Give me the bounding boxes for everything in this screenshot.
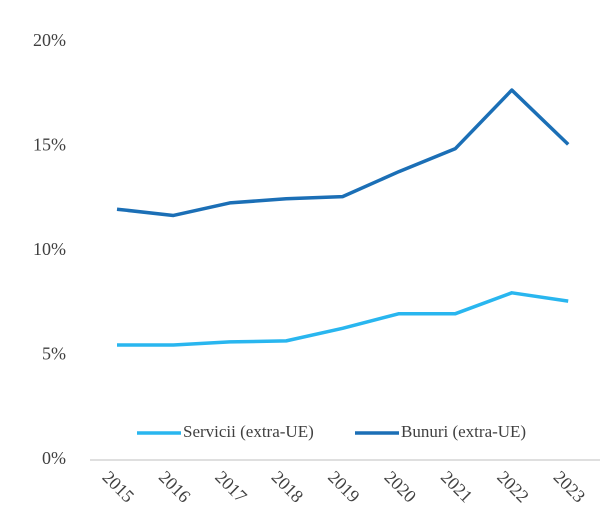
legend-label: Bunuri (extra-UE) [401,422,526,441]
y-tick-label: 5% [42,344,66,364]
x-tick-label: 2018 [268,467,308,507]
x-tick-label: 2021 [437,467,477,507]
x-tick-label: 2015 [99,467,139,507]
y-tick-label: 0% [42,448,66,468]
x-tick-label: 2016 [155,467,195,507]
series-line [116,88,570,218]
x-tick-label: 2019 [324,467,364,507]
legend-label: Servicii (extra-UE) [183,422,314,441]
x-tick-label: 2017 [211,467,251,507]
y-tick-label: 20% [33,30,66,50]
series-line [117,291,569,347]
y-tick-label: 10% [33,239,66,259]
x-tick-label: 2023 [550,467,590,507]
y-tick-label: 15% [33,135,66,155]
x-tick-label: 2020 [381,467,421,507]
x-tick-label: 2022 [493,467,533,507]
